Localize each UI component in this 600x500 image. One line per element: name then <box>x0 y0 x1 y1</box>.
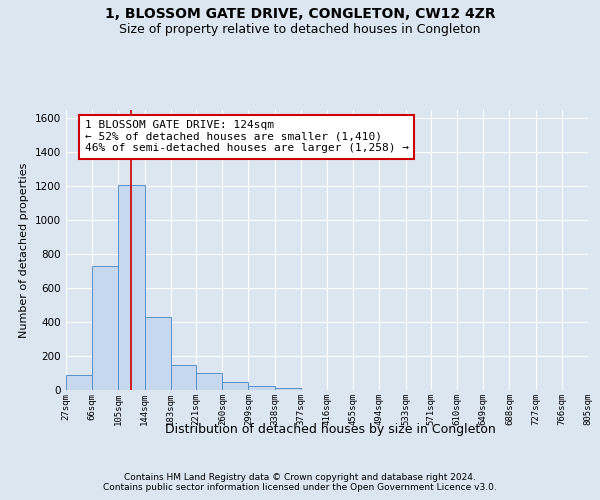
Bar <box>118 184 145 390</box>
Bar <box>92 266 118 390</box>
Text: 1, BLOSSOM GATE DRIVE, CONGLETON, CW12 4ZR: 1, BLOSSOM GATE DRIVE, CONGLETON, CW12 4… <box>104 8 496 22</box>
Bar <box>66 374 92 390</box>
Text: Size of property relative to detached houses in Congleton: Size of property relative to detached ho… <box>119 22 481 36</box>
Bar <box>196 373 223 390</box>
Bar <box>223 382 248 390</box>
Bar <box>248 386 275 390</box>
Bar <box>170 364 196 390</box>
Text: Contains HM Land Registry data © Crown copyright and database right 2024.
Contai: Contains HM Land Registry data © Crown c… <box>103 473 497 492</box>
Text: 1 BLOSSOM GATE DRIVE: 124sqm
← 52% of detached houses are smaller (1,410)
46% of: 1 BLOSSOM GATE DRIVE: 124sqm ← 52% of de… <box>85 120 409 154</box>
Text: Distribution of detached houses by size in Congleton: Distribution of detached houses by size … <box>164 422 496 436</box>
Bar <box>275 388 301 390</box>
Y-axis label: Number of detached properties: Number of detached properties <box>19 162 29 338</box>
Bar <box>145 317 170 390</box>
